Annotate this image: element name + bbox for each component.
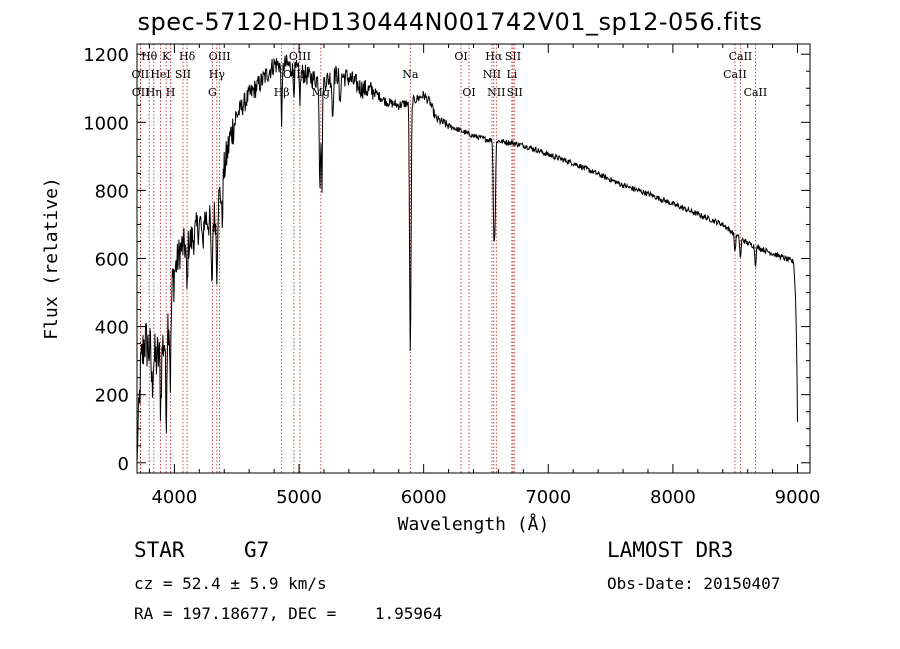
y-axis-label: Flux (relative) <box>41 177 62 340</box>
x-tick-label: 5000 <box>276 487 322 508</box>
x-tick-label: 7000 <box>525 487 571 508</box>
object-class: STAR <box>134 538 185 562</box>
line-marker-label: OIII <box>209 50 231 63</box>
line-marker-label: NII <box>483 68 501 81</box>
x-tick-label: 6000 <box>401 487 447 508</box>
y-tick-label: 400 <box>95 318 129 339</box>
spectrum-line <box>136 54 798 463</box>
line-marker-label: H <box>166 86 176 99</box>
line-marker-label: HeI <box>150 68 170 81</box>
plot-frame <box>136 43 811 474</box>
coordinates: RA = 197.18677, DEC = 1.95964 <box>134 604 443 623</box>
line-marker-label: CaII <box>744 86 768 99</box>
spectrum-layer <box>136 54 798 463</box>
line-marker-label: Mg <box>312 86 330 99</box>
chart-title: spec-57120-HD130444N001742V01_sp12-056.f… <box>137 8 763 36</box>
axis-labels: 4000 5000 6000 7000 8000 9000 0 200 400 600 800 100… <box>41 45 820 535</box>
line-marker-label: NII <box>487 86 505 99</box>
observation-date: Obs-Date: 20150407 <box>607 574 781 593</box>
survey-name: LAMOST DR3 <box>607 538 734 562</box>
y-tick-label: 1200 <box>83 45 129 66</box>
x-tick-label: 9000 <box>775 487 821 508</box>
x-tick-label: 4000 <box>151 487 197 508</box>
line-marker-label: Hβ <box>274 86 290 99</box>
line-marker-label: G <box>208 86 217 99</box>
line-marker-label: SII <box>507 86 523 99</box>
line-marker-label: OIII <box>289 50 311 63</box>
x-tick-label: 8000 <box>650 487 696 508</box>
line-marker-label: Hγ <box>209 68 226 81</box>
y-tick-label: 1000 <box>83 113 129 134</box>
line-marker-label: OII <box>132 86 150 99</box>
x-axis-label: Wavelength (Å) <box>398 513 550 535</box>
line-marker-label: SII <box>175 68 191 81</box>
line-marker-label: SII <box>505 50 521 63</box>
line-marker-label: CaII <box>729 50 753 63</box>
y-tick-label: 0 <box>118 454 129 475</box>
redshift-velocity: cz = 52.4 ± 5.9 km/s <box>134 574 327 593</box>
line-marker-label: Hη <box>146 86 162 99</box>
axis-ticks <box>137 44 810 473</box>
line-marker-label: K <box>162 50 171 63</box>
line-marker-label: Hδ <box>179 50 196 63</box>
line-marker-label: CaII <box>723 68 747 81</box>
line-marker-label: Na <box>402 68 419 81</box>
line-marker-label: Hα <box>485 50 503 63</box>
line-marker-label: OII <box>132 68 150 81</box>
line-marker-label: Hθ <box>141 50 158 63</box>
object-subclass: G7 <box>244 538 270 562</box>
y-tick-label: 200 <box>95 386 129 407</box>
y-tick-label: 800 <box>95 181 129 202</box>
line-marker-label: OI <box>454 50 467 63</box>
line-marker-label: OI <box>462 86 475 99</box>
line-marker-label: Li <box>506 68 517 81</box>
y-tick-label: 600 <box>95 250 129 271</box>
